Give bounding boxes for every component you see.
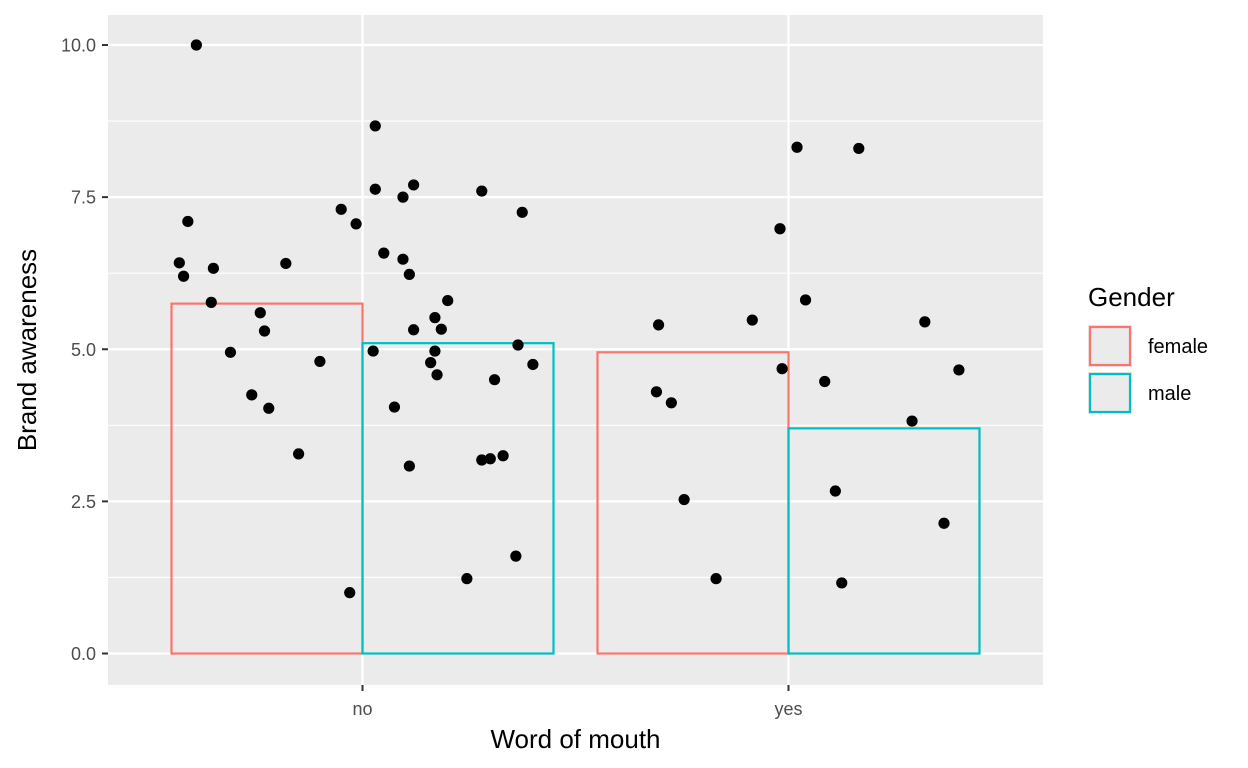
data-point xyxy=(516,206,528,218)
legend-title: Gender xyxy=(1088,282,1175,312)
data-point xyxy=(953,364,965,376)
x-axis: no yes xyxy=(352,685,803,719)
data-point xyxy=(263,402,275,414)
data-point xyxy=(488,374,501,386)
data-point xyxy=(403,268,415,281)
x-tick-label: yes xyxy=(774,699,802,719)
data-point xyxy=(397,191,409,203)
data-point xyxy=(205,296,217,308)
legend-label-female: female xyxy=(1148,336,1208,358)
x-tick-label: no xyxy=(352,699,372,719)
data-point xyxy=(746,314,758,326)
data-point xyxy=(476,185,488,197)
data-point xyxy=(397,253,409,265)
data-point xyxy=(403,460,415,472)
data-point xyxy=(497,450,509,462)
legend-key-bg xyxy=(1088,325,1132,367)
data-point xyxy=(207,262,219,274)
data-point xyxy=(350,218,362,230)
data-point xyxy=(484,453,496,465)
data-point xyxy=(224,346,237,358)
y-tick-label: 2.5 xyxy=(71,492,96,512)
legend-label-male: male xyxy=(1148,383,1191,405)
data-point xyxy=(293,448,305,460)
y-tick-label: 5.0 xyxy=(71,340,96,360)
legend-key-male xyxy=(1088,372,1132,414)
data-point xyxy=(710,573,722,585)
data-point xyxy=(314,355,326,368)
data-point xyxy=(280,257,292,270)
data-point xyxy=(476,454,488,466)
data-point xyxy=(408,179,420,191)
data-point xyxy=(435,323,447,335)
data-point xyxy=(665,397,677,409)
data-point xyxy=(527,358,539,371)
y-tick-label: 0.0 xyxy=(71,644,96,664)
bar-male-yes xyxy=(787,427,981,655)
data-point xyxy=(678,493,690,506)
data-point xyxy=(431,369,443,381)
data-point xyxy=(335,203,347,215)
legend-key-female xyxy=(1088,325,1132,367)
legend: Gender female male xyxy=(1088,282,1208,414)
data-point xyxy=(836,577,848,589)
data-point xyxy=(829,485,841,497)
data-point xyxy=(512,339,524,351)
minor-gridlines xyxy=(108,120,1043,578)
data-point xyxy=(429,312,441,324)
data-point xyxy=(369,183,381,195)
data-point xyxy=(853,142,865,155)
data-point xyxy=(652,319,665,331)
data-point xyxy=(425,357,437,369)
legend-key-bg xyxy=(1088,372,1132,414)
data-point xyxy=(429,345,441,357)
data-point xyxy=(344,587,356,599)
data-point xyxy=(791,141,803,153)
y-tick-label: 10.0 xyxy=(61,36,96,56)
data-point xyxy=(906,415,918,427)
x-axis-title: Word of mouth xyxy=(490,724,660,754)
data-point xyxy=(938,517,950,529)
data-point xyxy=(776,363,788,375)
data-point xyxy=(819,375,831,388)
data-point xyxy=(388,401,401,413)
data-point xyxy=(510,550,522,562)
data-point xyxy=(177,270,190,282)
data-point xyxy=(442,294,454,307)
data-point xyxy=(378,247,390,259)
data-point xyxy=(367,345,379,357)
bars xyxy=(170,302,981,655)
bar-male-no xyxy=(361,342,555,655)
data-point xyxy=(461,573,473,585)
data-point xyxy=(254,307,266,319)
data-point xyxy=(258,325,271,337)
data-point xyxy=(408,324,420,336)
data-point xyxy=(173,257,185,269)
points xyxy=(173,39,965,599)
data-point xyxy=(246,389,258,401)
y-tick-label: 7.5 xyxy=(71,188,96,208)
data-point xyxy=(650,386,663,398)
data-point xyxy=(182,215,194,228)
y-axis: 0.0 2.5 5.0 7.5 10.0 xyxy=(61,36,108,664)
data-point xyxy=(190,39,202,51)
data-point xyxy=(799,294,812,306)
data-point xyxy=(919,316,931,328)
data-point xyxy=(369,120,381,132)
data-point xyxy=(774,223,786,235)
y-axis-title: Brand awareness xyxy=(12,249,42,451)
